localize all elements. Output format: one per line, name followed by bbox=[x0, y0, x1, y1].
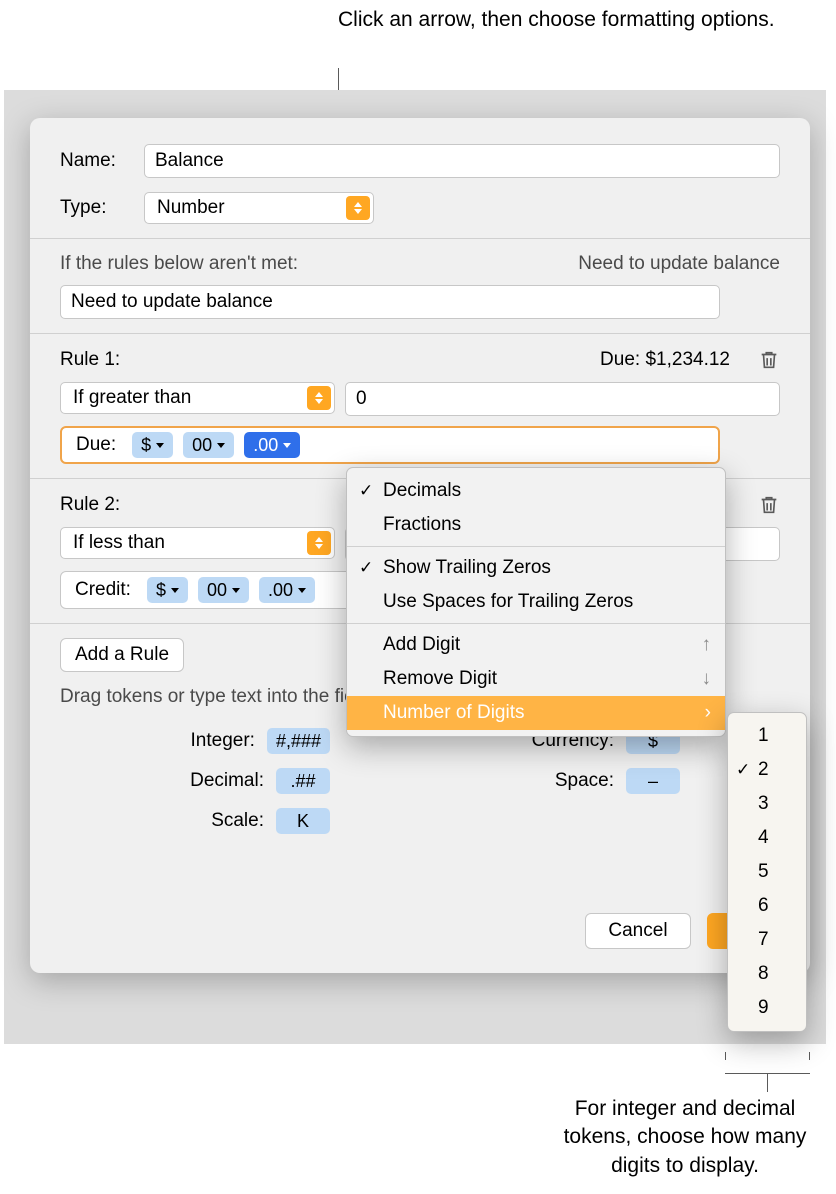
space-label: Space: bbox=[555, 770, 614, 792]
menu-item-number-digits[interactable]: Number of Digits› bbox=[347, 696, 725, 730]
integer-label: Integer: bbox=[191, 730, 255, 752]
submenu-item-5[interactable]: 5 bbox=[728, 855, 806, 889]
check-icon: ✓ bbox=[736, 760, 750, 780]
submenu-item-6[interactable]: 6 bbox=[728, 889, 806, 923]
arrow-up-icon: ↑ bbox=[702, 634, 712, 656]
menu-separator bbox=[347, 546, 725, 547]
fallback-input[interactable]: Need to update balance bbox=[60, 285, 720, 319]
divider bbox=[30, 333, 810, 334]
arrow-down-icon: ↓ bbox=[702, 668, 712, 690]
chevron-down-icon bbox=[283, 443, 291, 448]
rule1-condition-value: If greater than bbox=[73, 387, 191, 409]
rule1-condition-select[interactable]: If greater than bbox=[60, 382, 335, 414]
chevron-down-icon bbox=[298, 588, 306, 593]
rule1-value-input[interactable]: 0 bbox=[345, 382, 780, 416]
integer-token[interactable]: 00 bbox=[183, 432, 234, 458]
format-dropdown: ✓Decimals Fractions ✓Show Trailing Zeros… bbox=[346, 467, 726, 737]
currency-token[interactable]: $ bbox=[132, 432, 173, 458]
scale-label: Scale: bbox=[211, 810, 264, 832]
scale-sample-token[interactable]: K bbox=[276, 808, 330, 834]
chevron-down-icon bbox=[217, 443, 225, 448]
select-caret-icon bbox=[346, 196, 370, 220]
decimal-token[interactable]: .00 bbox=[244, 432, 300, 458]
menu-item-spaces-trailing[interactable]: Use Spaces for Trailing Zeros bbox=[347, 585, 725, 619]
callout-top: Click an arrow, then choose formatting o… bbox=[338, 6, 775, 34]
rule1-format-prefix: Due: bbox=[70, 434, 122, 456]
chevron-down-icon bbox=[171, 588, 179, 593]
fallback-preview: Need to update balance bbox=[578, 253, 780, 275]
menu-item-fractions[interactable]: Fractions bbox=[347, 508, 725, 542]
type-label: Type: bbox=[60, 197, 144, 219]
divider bbox=[30, 238, 810, 239]
integer-token[interactable]: 00 bbox=[198, 577, 249, 603]
select-caret-icon bbox=[307, 531, 331, 555]
add-rule-button[interactable]: Add a Rule bbox=[60, 638, 184, 672]
chevron-down-icon bbox=[232, 588, 240, 593]
integer-sample-token[interactable]: #,### bbox=[267, 728, 330, 754]
submenu-item-2[interactable]: ✓2 bbox=[728, 753, 806, 787]
submenu-item-9[interactable]: 9 bbox=[728, 991, 806, 1025]
submenu-item-7[interactable]: 7 bbox=[728, 923, 806, 957]
menu-separator bbox=[347, 623, 725, 624]
select-caret-icon bbox=[307, 386, 331, 410]
rule2-condition-select[interactable]: If less than bbox=[60, 527, 335, 559]
rule2-format-prefix: Credit: bbox=[69, 579, 137, 601]
submenu-item-3[interactable]: 3 bbox=[728, 787, 806, 821]
submenu-item-8[interactable]: 8 bbox=[728, 957, 806, 991]
callout-bottom: For integer and decimal tokens, choose h… bbox=[555, 1095, 815, 1180]
submenu-item-1[interactable]: 1 bbox=[728, 719, 806, 753]
name-label: Name: bbox=[60, 150, 144, 172]
type-select[interactable]: Number bbox=[144, 192, 374, 224]
rule2-condition-value: If less than bbox=[73, 532, 165, 554]
type-select-value: Number bbox=[157, 197, 225, 219]
trash-icon[interactable] bbox=[758, 348, 780, 372]
decimal-token[interactable]: .00 bbox=[259, 577, 315, 603]
cancel-button[interactable]: Cancel bbox=[585, 913, 690, 949]
rule1-label: Rule 1: bbox=[60, 349, 590, 371]
menu-item-add-digit[interactable]: Add Digit↑ bbox=[347, 628, 725, 662]
menu-item-decimals[interactable]: ✓Decimals bbox=[347, 474, 725, 508]
decimal-sample-token[interactable]: .## bbox=[276, 768, 330, 794]
check-icon: ✓ bbox=[359, 558, 373, 578]
digits-submenu: 1 ✓2 3 4 5 6 7 8 9 bbox=[727, 712, 807, 1032]
rule1-preview: Due: $1,234.12 bbox=[600, 349, 730, 371]
decimal-label: Decimal: bbox=[190, 770, 264, 792]
chevron-down-icon bbox=[156, 443, 164, 448]
submenu-item-4[interactable]: 4 bbox=[728, 821, 806, 855]
menu-item-trailing-zeros[interactable]: ✓Show Trailing Zeros bbox=[347, 551, 725, 585]
menu-item-remove-digit[interactable]: Remove Digit↓ bbox=[347, 662, 725, 696]
chevron-right-icon: › bbox=[705, 702, 711, 724]
fallback-label: If the rules below aren't met: bbox=[60, 253, 298, 275]
space-sample-token[interactable]: – bbox=[626, 768, 680, 794]
currency-token[interactable]: $ bbox=[147, 577, 188, 603]
callout-bracket-stem bbox=[767, 1074, 768, 1092]
name-input[interactable]: Balance bbox=[144, 144, 780, 178]
callout-bracket bbox=[725, 1060, 810, 1074]
rule1-format-row[interactable]: Due: $ 00 .00 bbox=[60, 426, 720, 464]
check-icon: ✓ bbox=[359, 481, 373, 501]
trash-icon[interactable] bbox=[758, 493, 780, 517]
